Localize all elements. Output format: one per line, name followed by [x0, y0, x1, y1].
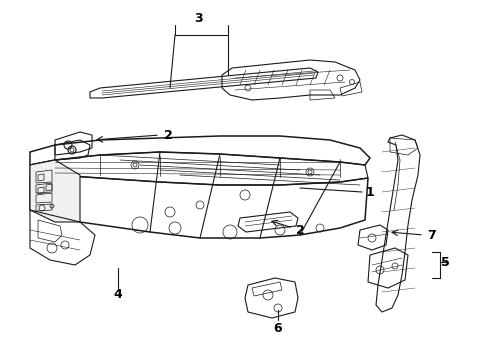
Text: 7: 7: [428, 229, 437, 242]
Text: 2: 2: [295, 224, 304, 237]
Text: 2: 2: [164, 129, 172, 141]
Text: 5: 5: [441, 256, 449, 269]
Text: 6: 6: [274, 321, 282, 334]
Text: 3: 3: [194, 12, 202, 24]
Polygon shape: [30, 160, 80, 222]
Text: 1: 1: [366, 185, 374, 198]
Text: 4: 4: [114, 288, 122, 302]
